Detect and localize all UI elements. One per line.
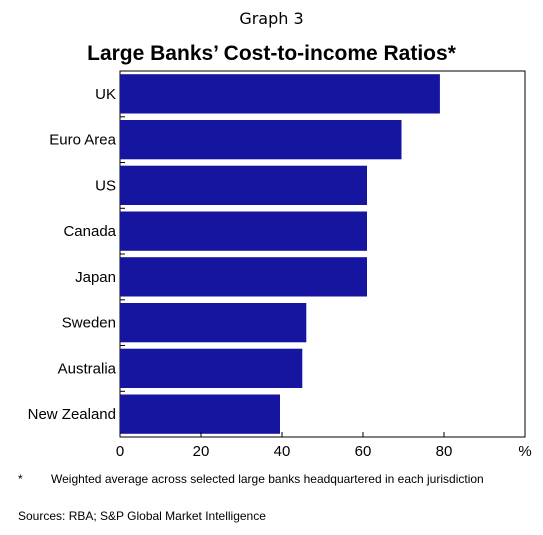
- category-label: Sweden: [62, 315, 116, 332]
- bar-sweden: [120, 303, 307, 343]
- x-tick-label: 80: [436, 443, 453, 460]
- category-label: Japan: [75, 269, 116, 286]
- chart-title: Large Banks’ Cost-to-income Ratios*: [87, 42, 456, 65]
- bar-new-zealand: [120, 394, 280, 434]
- footnote-marker: *: [18, 472, 23, 486]
- category-label: Euro Area: [49, 132, 116, 149]
- bar-canada: [120, 211, 367, 251]
- x-tick-label: 0: [116, 443, 124, 460]
- graph-number: Graph 3: [239, 9, 304, 28]
- bar-australia: [120, 348, 303, 388]
- bar-chart: UK Euro Area US Canada Japan Sweden Australia N…: [28, 70, 532, 460]
- x-tick-label: 20: [193, 443, 210, 460]
- footnote-text: Weighted average across selected large b…: [51, 472, 484, 486]
- sources-note: Sources: RBA; S&P Global Market Intellig…: [18, 509, 266, 523]
- x-tick-label: 60: [355, 443, 372, 460]
- category-label: New Zealand: [28, 406, 116, 423]
- bar-uk: [120, 74, 440, 114]
- bar-euro-area: [120, 120, 402, 160]
- x-tick-label: 40: [274, 443, 291, 460]
- category-label: Australia: [58, 360, 117, 377]
- bar-us: [120, 165, 367, 205]
- category-label: US: [95, 177, 116, 194]
- category-label: UK: [95, 86, 116, 103]
- x-axis-unit: %: [518, 443, 531, 460]
- category-label: Canada: [63, 223, 116, 240]
- bar-japan: [120, 257, 367, 297]
